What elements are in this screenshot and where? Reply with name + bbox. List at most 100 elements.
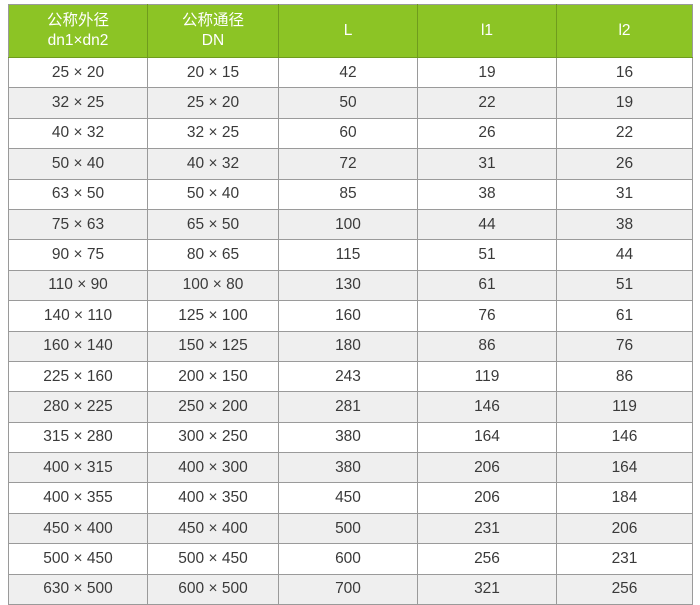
cell-l2: 16 bbox=[556, 56, 693, 89]
table-row: 63 × 50 50 × 40 85 38 31 bbox=[8, 178, 693, 210]
table-row: 25 × 20 20 × 15 42 19 16 bbox=[8, 56, 693, 89]
table-body: 25 × 20 20 × 15 42 19 16 32 × 25 25 × 20 50 22 19… bbox=[8, 56, 693, 605]
cell-L: 700 bbox=[278, 573, 418, 605]
cell-l2: 22 bbox=[556, 117, 693, 150]
cell-l1: 76 bbox=[417, 300, 557, 332]
cell-nominal-bore: 32 × 25 bbox=[147, 117, 279, 150]
table-row: 110 × 90 100 × 80 130 61 51 bbox=[8, 269, 693, 302]
cell-L: 130 bbox=[278, 269, 418, 302]
column-header-nominal-outer-diameter: 公称外径 dn1×dn2 bbox=[8, 4, 148, 58]
cell-nominal-bore: 40 × 32 bbox=[147, 148, 279, 180]
column-header-L: L bbox=[278, 4, 418, 58]
cell-l1: 44 bbox=[417, 208, 557, 241]
cell-l1: 26 bbox=[417, 117, 557, 150]
table-row: 160 × 140 150 × 125 180 86 76 bbox=[8, 330, 693, 362]
cell-nominal-bore: 125 × 100 bbox=[147, 300, 279, 332]
column-header-l1: l1 bbox=[417, 4, 557, 58]
cell-l2: 19 bbox=[556, 87, 693, 119]
cell-nominal-bore: 20 × 15 bbox=[147, 56, 279, 89]
cell-L: 115 bbox=[278, 239, 418, 271]
cell-nominal-outer-diameter: 315 × 280 bbox=[8, 421, 148, 454]
column-header-line2: DN bbox=[201, 32, 225, 49]
table-row: 400 × 315 400 × 300 380 206 164 bbox=[8, 452, 693, 484]
cell-nominal-bore: 600 × 500 bbox=[147, 573, 279, 605]
table-row: 75 × 63 65 × 50 100 44 38 bbox=[8, 208, 693, 241]
table-row: 225 × 160 200 × 150 243 119 86 bbox=[8, 360, 693, 393]
cell-nominal-bore: 300 × 250 bbox=[147, 421, 279, 454]
cell-nominal-outer-diameter: 500 × 450 bbox=[8, 543, 148, 575]
table-row: 90 × 75 80 × 65 115 51 44 bbox=[8, 239, 693, 271]
cell-l2: 76 bbox=[556, 330, 693, 362]
cell-nominal-outer-diameter: 280 × 225 bbox=[8, 391, 148, 423]
cell-l2: 206 bbox=[556, 512, 693, 545]
table-header: 公称外径 dn1×dn2 公称通径 DN L l1 l2 bbox=[8, 4, 693, 58]
cell-nominal-outer-diameter: 50 × 40 bbox=[8, 148, 148, 180]
table-row: 315 × 280 300 × 250 380 164 146 bbox=[8, 421, 693, 454]
cell-nominal-bore: 150 × 125 bbox=[147, 330, 279, 362]
cell-l1: 206 bbox=[417, 452, 557, 484]
cell-L: 380 bbox=[278, 421, 418, 454]
cell-l2: 44 bbox=[556, 239, 693, 271]
cell-l2: 119 bbox=[556, 391, 693, 423]
cell-L: 243 bbox=[278, 360, 418, 393]
cell-l2: 86 bbox=[556, 360, 693, 393]
cell-l2: 51 bbox=[556, 269, 693, 302]
cell-L: 600 bbox=[278, 543, 418, 575]
cell-L: 160 bbox=[278, 300, 418, 332]
cell-l1: 119 bbox=[417, 360, 557, 393]
cell-nominal-outer-diameter: 630 × 500 bbox=[8, 573, 148, 605]
specification-table: 公称外径 dn1×dn2 公称通径 DN L l1 l2 25 × 20 20 ×… bbox=[8, 4, 693, 605]
cell-L: 60 bbox=[278, 117, 418, 150]
cell-nominal-outer-diameter: 63 × 50 bbox=[8, 178, 148, 210]
cell-l1: 231 bbox=[417, 512, 557, 545]
cell-L: 500 bbox=[278, 512, 418, 545]
cell-l1: 146 bbox=[417, 391, 557, 423]
table-header-row: 公称外径 dn1×dn2 公称通径 DN L l1 l2 bbox=[8, 4, 693, 58]
table-row: 50 × 40 40 × 32 72 31 26 bbox=[8, 148, 693, 180]
column-header-line1: 公称外径 bbox=[46, 12, 109, 30]
table-row: 32 × 25 25 × 20 50 22 19 bbox=[8, 87, 693, 119]
column-header-line1: 公称通径 bbox=[181, 12, 244, 30]
cell-L: 100 bbox=[278, 208, 418, 241]
column-header-nominal-bore: 公称通径 DN bbox=[147, 4, 279, 58]
cell-l1: 38 bbox=[417, 178, 557, 210]
cell-l2: 61 bbox=[556, 300, 693, 332]
table-row: 500 × 450 500 × 450 600 256 231 bbox=[8, 543, 693, 575]
column-header-line1: l1 bbox=[480, 22, 494, 40]
cell-nominal-bore: 500 × 450 bbox=[147, 543, 279, 575]
column-header-line2: dn1×dn2 bbox=[47, 32, 109, 49]
table-row: 40 × 32 32 × 25 60 26 22 bbox=[8, 117, 693, 150]
column-header-l2: l2 bbox=[556, 4, 693, 58]
cell-l1: 61 bbox=[417, 269, 557, 302]
cell-l2: 31 bbox=[556, 178, 693, 210]
cell-l2: 164 bbox=[556, 452, 693, 484]
cell-L: 42 bbox=[278, 56, 418, 89]
table-row: 140 × 110 125 × 100 160 76 61 bbox=[8, 300, 693, 332]
cell-L: 85 bbox=[278, 178, 418, 210]
cell-l2: 26 bbox=[556, 148, 693, 180]
cell-L: 180 bbox=[278, 330, 418, 362]
column-header-line1: l2 bbox=[618, 22, 631, 40]
cell-l2: 256 bbox=[556, 573, 693, 605]
cell-nominal-outer-diameter: 110 × 90 bbox=[8, 269, 148, 302]
cell-l1: 19 bbox=[417, 56, 557, 89]
cell-l2: 38 bbox=[556, 208, 693, 241]
cell-nominal-bore: 100 × 80 bbox=[147, 269, 279, 302]
cell-nominal-bore: 450 × 400 bbox=[147, 512, 279, 545]
cell-l1: 86 bbox=[417, 330, 557, 362]
cell-nominal-outer-diameter: 25 × 20 bbox=[8, 56, 148, 89]
cell-L: 50 bbox=[278, 87, 418, 119]
cell-nominal-outer-diameter: 400 × 315 bbox=[8, 452, 148, 484]
table-row: 400 × 355 400 × 350 450 206 184 bbox=[8, 482, 693, 514]
cell-L: 380 bbox=[278, 452, 418, 484]
cell-nominal-outer-diameter: 140 × 110 bbox=[8, 300, 148, 332]
cell-l1: 256 bbox=[417, 543, 557, 575]
cell-nominal-outer-diameter: 40 × 32 bbox=[8, 117, 148, 150]
cell-nominal-outer-diameter: 90 × 75 bbox=[8, 239, 148, 271]
cell-l1: 22 bbox=[417, 87, 557, 119]
cell-nominal-outer-diameter: 160 × 140 bbox=[8, 330, 148, 362]
cell-l2: 146 bbox=[556, 421, 693, 454]
cell-nominal-bore: 50 × 40 bbox=[147, 178, 279, 210]
cell-nominal-bore: 200 × 150 bbox=[147, 360, 279, 393]
cell-l1: 206 bbox=[417, 482, 557, 514]
